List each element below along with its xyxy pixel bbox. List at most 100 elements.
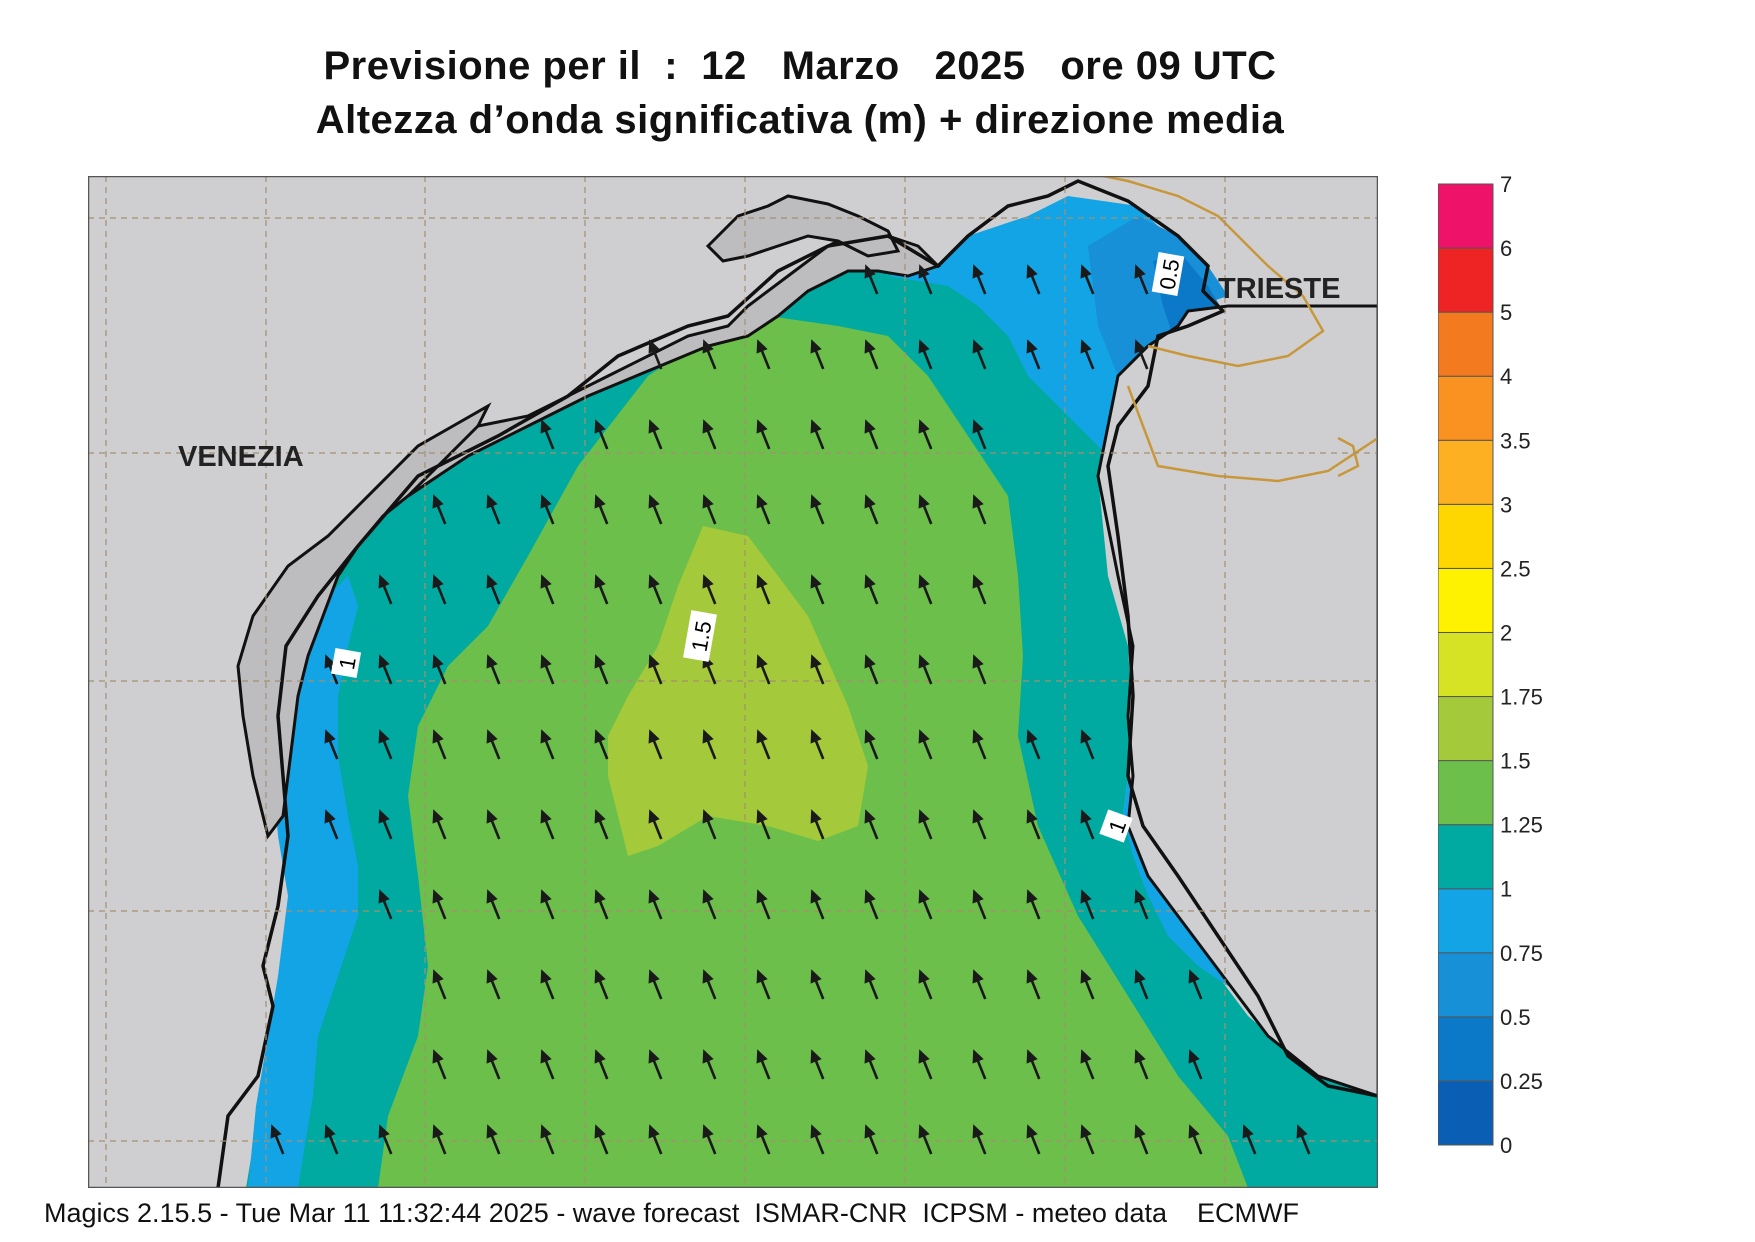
wave-arrow xyxy=(702,339,717,370)
wave-arrow xyxy=(378,1124,393,1155)
wave-arrow xyxy=(540,419,555,450)
wave-arrow xyxy=(648,339,663,370)
wave-arrow xyxy=(756,729,771,760)
legend-box xyxy=(1438,503,1494,569)
wave-arrow xyxy=(1134,339,1149,370)
legend-box xyxy=(1438,952,1494,1018)
wave-arrow xyxy=(432,729,447,760)
wave-direction-arrows xyxy=(270,264,1311,1155)
wave-arrow xyxy=(1134,889,1149,920)
wave-arrow xyxy=(432,1049,447,1080)
wave-arrow xyxy=(648,809,663,840)
land-istria xyxy=(1096,304,1378,1098)
wave-arrow xyxy=(1080,969,1095,1000)
coastline xyxy=(216,179,1378,1188)
sea-band-0.5-0.75 xyxy=(1088,216,1228,396)
legend-box xyxy=(1438,567,1494,633)
wave-arrow xyxy=(1026,1049,1041,1080)
wave-arrow xyxy=(918,969,933,1000)
wave-arrow xyxy=(324,729,339,760)
wave-arrow xyxy=(810,419,825,450)
wave-arrow xyxy=(594,1124,609,1155)
wave-arrow xyxy=(918,1049,933,1080)
land-grado xyxy=(705,194,901,263)
contour-label-0.5: 0.5 xyxy=(1151,252,1185,296)
wave-arrow xyxy=(864,574,879,605)
wave-arrow xyxy=(864,1049,879,1080)
wave-arrow xyxy=(594,494,609,525)
wave-arrow xyxy=(864,969,879,1000)
wave-arrow xyxy=(540,494,555,525)
legend-box xyxy=(1438,247,1494,313)
contour-label-1-east: 1 xyxy=(1099,809,1133,843)
wave-arrow xyxy=(378,889,393,920)
wave-arrow xyxy=(432,574,447,605)
wave-arrow xyxy=(594,574,609,605)
wave-arrow xyxy=(324,809,339,840)
legend-tick-label: 1.25 xyxy=(1500,813,1543,838)
legend-box xyxy=(1438,824,1494,890)
wave-arrow xyxy=(432,809,447,840)
map-frame xyxy=(88,176,1378,1188)
wave-arrow xyxy=(702,969,717,1000)
wave-arrow xyxy=(594,654,609,685)
wave-arrow xyxy=(432,494,447,525)
legend-tick-label: 1.75 xyxy=(1500,685,1543,710)
wave-arrow xyxy=(378,574,393,605)
wave-arrow xyxy=(648,729,663,760)
wave-arrow xyxy=(648,1124,663,1155)
wave-arrow xyxy=(972,574,987,605)
legend-tick-label: 2.5 xyxy=(1500,556,1531,581)
wave-arrow xyxy=(864,419,879,450)
wave-arrow xyxy=(1296,1124,1311,1155)
contour-label-0.5-text: 0.5 xyxy=(1155,257,1185,291)
wave-arrow xyxy=(594,1049,609,1080)
wave-arrow xyxy=(540,654,555,685)
wave-arrow xyxy=(864,654,879,685)
legend-tick-label: 5 xyxy=(1500,300,1512,325)
wave-arrow xyxy=(756,1049,771,1080)
border-line xyxy=(1096,176,1378,483)
wave-arrow xyxy=(540,969,555,1000)
wave-arrow xyxy=(702,1049,717,1080)
city-label-venezia: VENEZIA xyxy=(178,441,304,473)
wave-arrow xyxy=(1134,264,1149,295)
wave-arrow xyxy=(432,654,447,685)
wave-arrow xyxy=(972,889,987,920)
wave-arrow xyxy=(756,654,771,685)
wave-arrow xyxy=(270,1124,285,1155)
wave-arrow xyxy=(864,494,879,525)
legend-tick-label: 0.75 xyxy=(1500,941,1543,966)
wave-arrow xyxy=(756,1124,771,1155)
wave-arrow xyxy=(972,729,987,760)
title-line-1: Previsione per il : 12 Marzo 2025 ore 09… xyxy=(323,44,1277,88)
wave-arrow xyxy=(540,809,555,840)
wave-arrow xyxy=(1080,809,1095,840)
wave-arrow xyxy=(1026,969,1041,1000)
legend-tick-label: 4 xyxy=(1500,364,1512,389)
wave-arrow xyxy=(918,809,933,840)
wave-map: 0.5 1 1.5 1 VENEZIA TRIESTE xyxy=(88,176,1378,1188)
wave-arrow xyxy=(648,1049,663,1080)
wave-arrow xyxy=(432,889,447,920)
sea-band-1.5-1.75 xyxy=(608,526,868,856)
wave-arrow xyxy=(540,889,555,920)
wave-arrow xyxy=(702,419,717,450)
wave-arrow xyxy=(702,809,717,840)
wave-arrow xyxy=(756,809,771,840)
wave-arrow xyxy=(972,969,987,1000)
wave-arrow xyxy=(972,809,987,840)
wave-arrow xyxy=(1080,1124,1095,1155)
legend-box xyxy=(1438,760,1494,826)
wave-arrow xyxy=(702,574,717,605)
wave-arrow xyxy=(1134,1049,1149,1080)
wave-arrow xyxy=(810,574,825,605)
wave-arrow xyxy=(810,654,825,685)
wave-arrow xyxy=(1188,1049,1203,1080)
wave-arrow xyxy=(702,1124,717,1155)
wave-arrow xyxy=(918,574,933,605)
legend-tick-label: 3 xyxy=(1500,492,1512,517)
wave-arrow xyxy=(648,574,663,605)
wave-arrow xyxy=(540,1124,555,1155)
wave-arrow xyxy=(810,809,825,840)
